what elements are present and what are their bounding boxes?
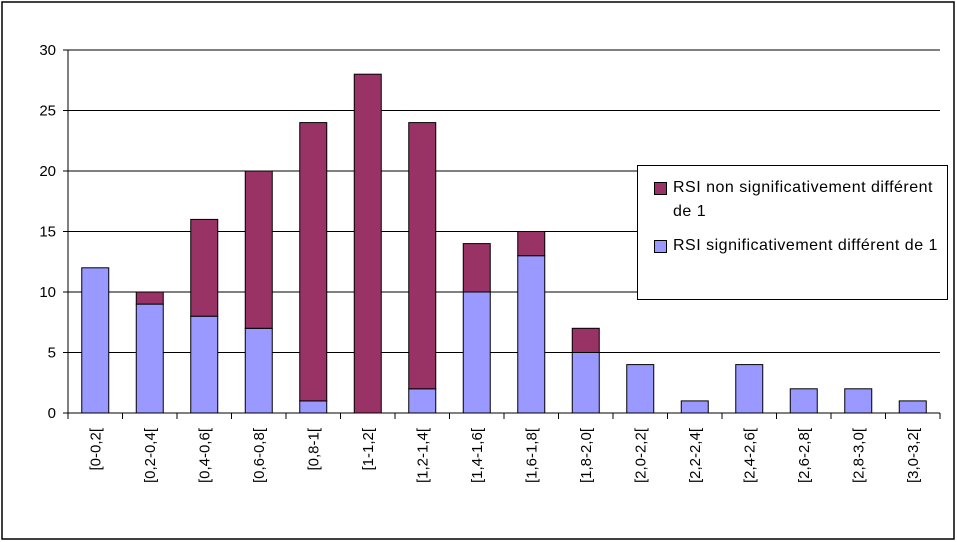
legend-label: RSI significativement différent de 1 bbox=[673, 237, 938, 254]
bar-segment bbox=[244, 327, 273, 414]
bar-segment bbox=[299, 400, 328, 414]
bar-segment bbox=[898, 400, 927, 414]
bar-segment bbox=[571, 327, 600, 353]
bar-segment bbox=[462, 291, 491, 414]
legend-label: RSI non significativement différent de 1 bbox=[673, 179, 933, 220]
bar-segment bbox=[190, 315, 219, 414]
x-tick-label: [0,2-0,4[ bbox=[142, 427, 159, 483]
bar-segment bbox=[408, 388, 437, 414]
x-tick-label: [1,6-1,8[ bbox=[523, 427, 540, 483]
x-tick-label: [2,2-2,4[ bbox=[687, 427, 704, 483]
bar-segment bbox=[844, 388, 873, 414]
x-tick-label: [0,6-0,8[ bbox=[251, 427, 268, 483]
bar-segment bbox=[81, 267, 110, 414]
bar-segment bbox=[299, 122, 328, 402]
x-tick-label: [0,8-1[ bbox=[305, 427, 322, 470]
y-tick-label: 20 bbox=[39, 163, 56, 180]
legend-swatch bbox=[654, 240, 667, 253]
x-tick-label: [1,2-1,4[ bbox=[414, 427, 431, 483]
x-tick-label: [2,6-2,8[ bbox=[796, 427, 813, 483]
legend-swatch bbox=[654, 182, 667, 195]
x-tick-label: [2,8-3,0[ bbox=[850, 427, 867, 483]
y-tick-label: 30 bbox=[39, 42, 56, 59]
legend-entry: RSI significativement différent de 1 bbox=[654, 234, 941, 258]
y-tick-label: 5 bbox=[48, 345, 56, 362]
x-tick-label: [0,4-0,6[ bbox=[196, 427, 213, 483]
bar-segment bbox=[680, 400, 709, 414]
bar-segment bbox=[135, 303, 164, 414]
bar-segment bbox=[353, 73, 382, 414]
bar-segment bbox=[244, 170, 273, 329]
bar-segment bbox=[735, 364, 764, 414]
bar-segment bbox=[408, 122, 437, 390]
bar-segment bbox=[190, 218, 219, 317]
legend-entry: RSI non significativement différent de 1 bbox=[654, 176, 941, 224]
x-tick-label: [2,0-2,2[ bbox=[632, 427, 649, 483]
y-tick-label: 0 bbox=[48, 405, 56, 422]
x-tick-label: [1-1,2[ bbox=[360, 427, 377, 470]
legend: RSI non significativement différent de 1… bbox=[637, 165, 948, 300]
bar-segment bbox=[135, 291, 164, 305]
x-tick-label: [1,8-2,0[ bbox=[578, 427, 595, 483]
x-tick-label: [2,4-2,6[ bbox=[741, 427, 758, 483]
bar-segment bbox=[462, 243, 491, 293]
x-tick-label: [3,0-3,2[ bbox=[905, 427, 922, 483]
bar-segment bbox=[789, 388, 818, 414]
y-tick-label: 15 bbox=[39, 224, 56, 241]
y-tick-label: 25 bbox=[39, 103, 56, 120]
bar-segment bbox=[571, 352, 600, 414]
x-tick-label: [0-0,2[ bbox=[87, 427, 104, 470]
bar-segment bbox=[517, 255, 546, 414]
y-tick-label: 10 bbox=[39, 284, 56, 301]
x-tick-label: [1,4-1,6[ bbox=[469, 427, 486, 483]
bar-segment bbox=[517, 231, 546, 257]
bar-segment bbox=[626, 364, 655, 414]
